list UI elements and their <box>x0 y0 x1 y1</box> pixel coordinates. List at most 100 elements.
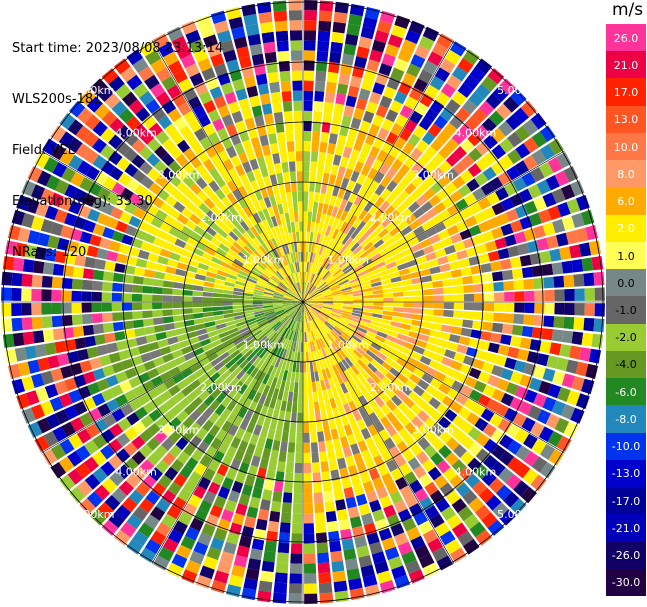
radar-gate <box>216 463 229 477</box>
radar-gate <box>317 255 324 266</box>
radar-gate <box>462 489 478 505</box>
radar-gate <box>194 323 206 331</box>
radar-gate <box>312 472 322 483</box>
radar-gate <box>260 257 270 267</box>
radar-gate <box>307 211 313 222</box>
radar-gate <box>246 352 256 362</box>
radar-gate <box>457 57 474 74</box>
radar-gate <box>523 137 539 154</box>
radar-gate <box>245 443 256 455</box>
radar-gate <box>353 263 364 272</box>
radar-gate <box>366 59 380 72</box>
radar-gate <box>321 309 332 315</box>
radar-gate <box>102 227 115 239</box>
radar-gate <box>413 296 424 302</box>
radar-gate <box>317 161 325 173</box>
radar-gate <box>100 160 116 176</box>
radar-gate <box>315 317 324 326</box>
radar-gate <box>274 289 285 295</box>
radar-gate <box>328 249 336 260</box>
radar-gate <box>174 355 187 366</box>
radar-gate <box>285 318 292 328</box>
radar-gate <box>296 311 301 322</box>
radar-gate <box>287 253 293 264</box>
radar-gate <box>222 338 234 347</box>
radar-gate <box>314 317 322 327</box>
radar-gate <box>264 352 273 363</box>
radar-gate <box>11 378 25 395</box>
radar-gate <box>70 417 85 432</box>
radar-gate <box>290 285 298 295</box>
radar-gate <box>167 562 184 578</box>
radar-gate <box>254 286 265 292</box>
radar-gate <box>173 391 186 403</box>
radar-gate <box>300 292 303 302</box>
radar-gate <box>276 287 286 293</box>
radar-gate <box>451 130 467 145</box>
radar-gate <box>331 560 345 573</box>
radar-gate <box>360 280 371 287</box>
colorbar-swatch <box>606 405 646 434</box>
radar-gate <box>443 294 454 302</box>
radar-gate <box>205 325 217 333</box>
radar-gate <box>355 267 366 275</box>
radar-gate <box>73 374 87 388</box>
radar-gate <box>202 252 214 261</box>
radar-gate <box>288 161 296 172</box>
radar-gate <box>217 486 231 500</box>
colorbar-swatch <box>606 432 646 461</box>
radar-gate <box>478 253 490 264</box>
radar-gate <box>371 551 386 565</box>
radar-gate <box>413 511 428 526</box>
radar-gate <box>492 502 509 519</box>
radar-gate <box>368 412 380 424</box>
radar-gate <box>267 264 276 274</box>
colorbar-tick-label: 21.0 <box>613 58 639 72</box>
radar-gate <box>481 512 498 529</box>
radar-gate <box>109 117 125 133</box>
radar-gate <box>108 352 121 364</box>
radar-gate <box>256 261 266 271</box>
radar-gate <box>112 272 124 283</box>
radar-gate <box>422 529 438 544</box>
radar-gate <box>383 302 394 307</box>
radar-gate <box>144 326 156 335</box>
radar-gate <box>314 512 326 524</box>
radar-gate <box>22 259 35 273</box>
radar-gate <box>320 461 330 473</box>
radar-gate <box>195 15 212 29</box>
radar-gate <box>299 261 302 272</box>
colorbar-swatch <box>606 160 646 188</box>
radar-gate <box>545 175 560 191</box>
radar-gate <box>514 302 525 313</box>
radar-gate <box>504 302 515 313</box>
radar-gate <box>185 560 201 575</box>
radar-gate <box>331 364 340 376</box>
radar-gate <box>475 157 490 172</box>
radar-gate <box>163 273 175 281</box>
radar-gate <box>445 452 459 466</box>
radar-gate <box>284 121 294 132</box>
radar-gate <box>195 177 208 190</box>
radar-gate <box>347 158 357 171</box>
radar-gate <box>71 302 82 314</box>
radar-gate <box>335 363 343 374</box>
radar-gate <box>315 278 324 287</box>
radar-gate <box>464 215 478 228</box>
radar-gate <box>201 378 213 390</box>
radar-gate <box>68 200 82 215</box>
radar-gate <box>147 452 161 466</box>
radar-gate <box>52 328 65 341</box>
radar-gate <box>253 445 264 458</box>
radar-gate <box>97 187 111 201</box>
radar-gate <box>391 281 403 288</box>
radar-gate <box>367 362 378 373</box>
radar-gate <box>226 324 238 331</box>
radar-gate <box>269 418 278 430</box>
radar-gate <box>164 123 179 138</box>
instrument-name: WLS200s-181 <box>12 92 102 107</box>
radar-gate <box>203 123 216 136</box>
radar-gate <box>193 384 206 396</box>
radar-gate <box>310 263 316 274</box>
radar-gate <box>576 194 590 211</box>
